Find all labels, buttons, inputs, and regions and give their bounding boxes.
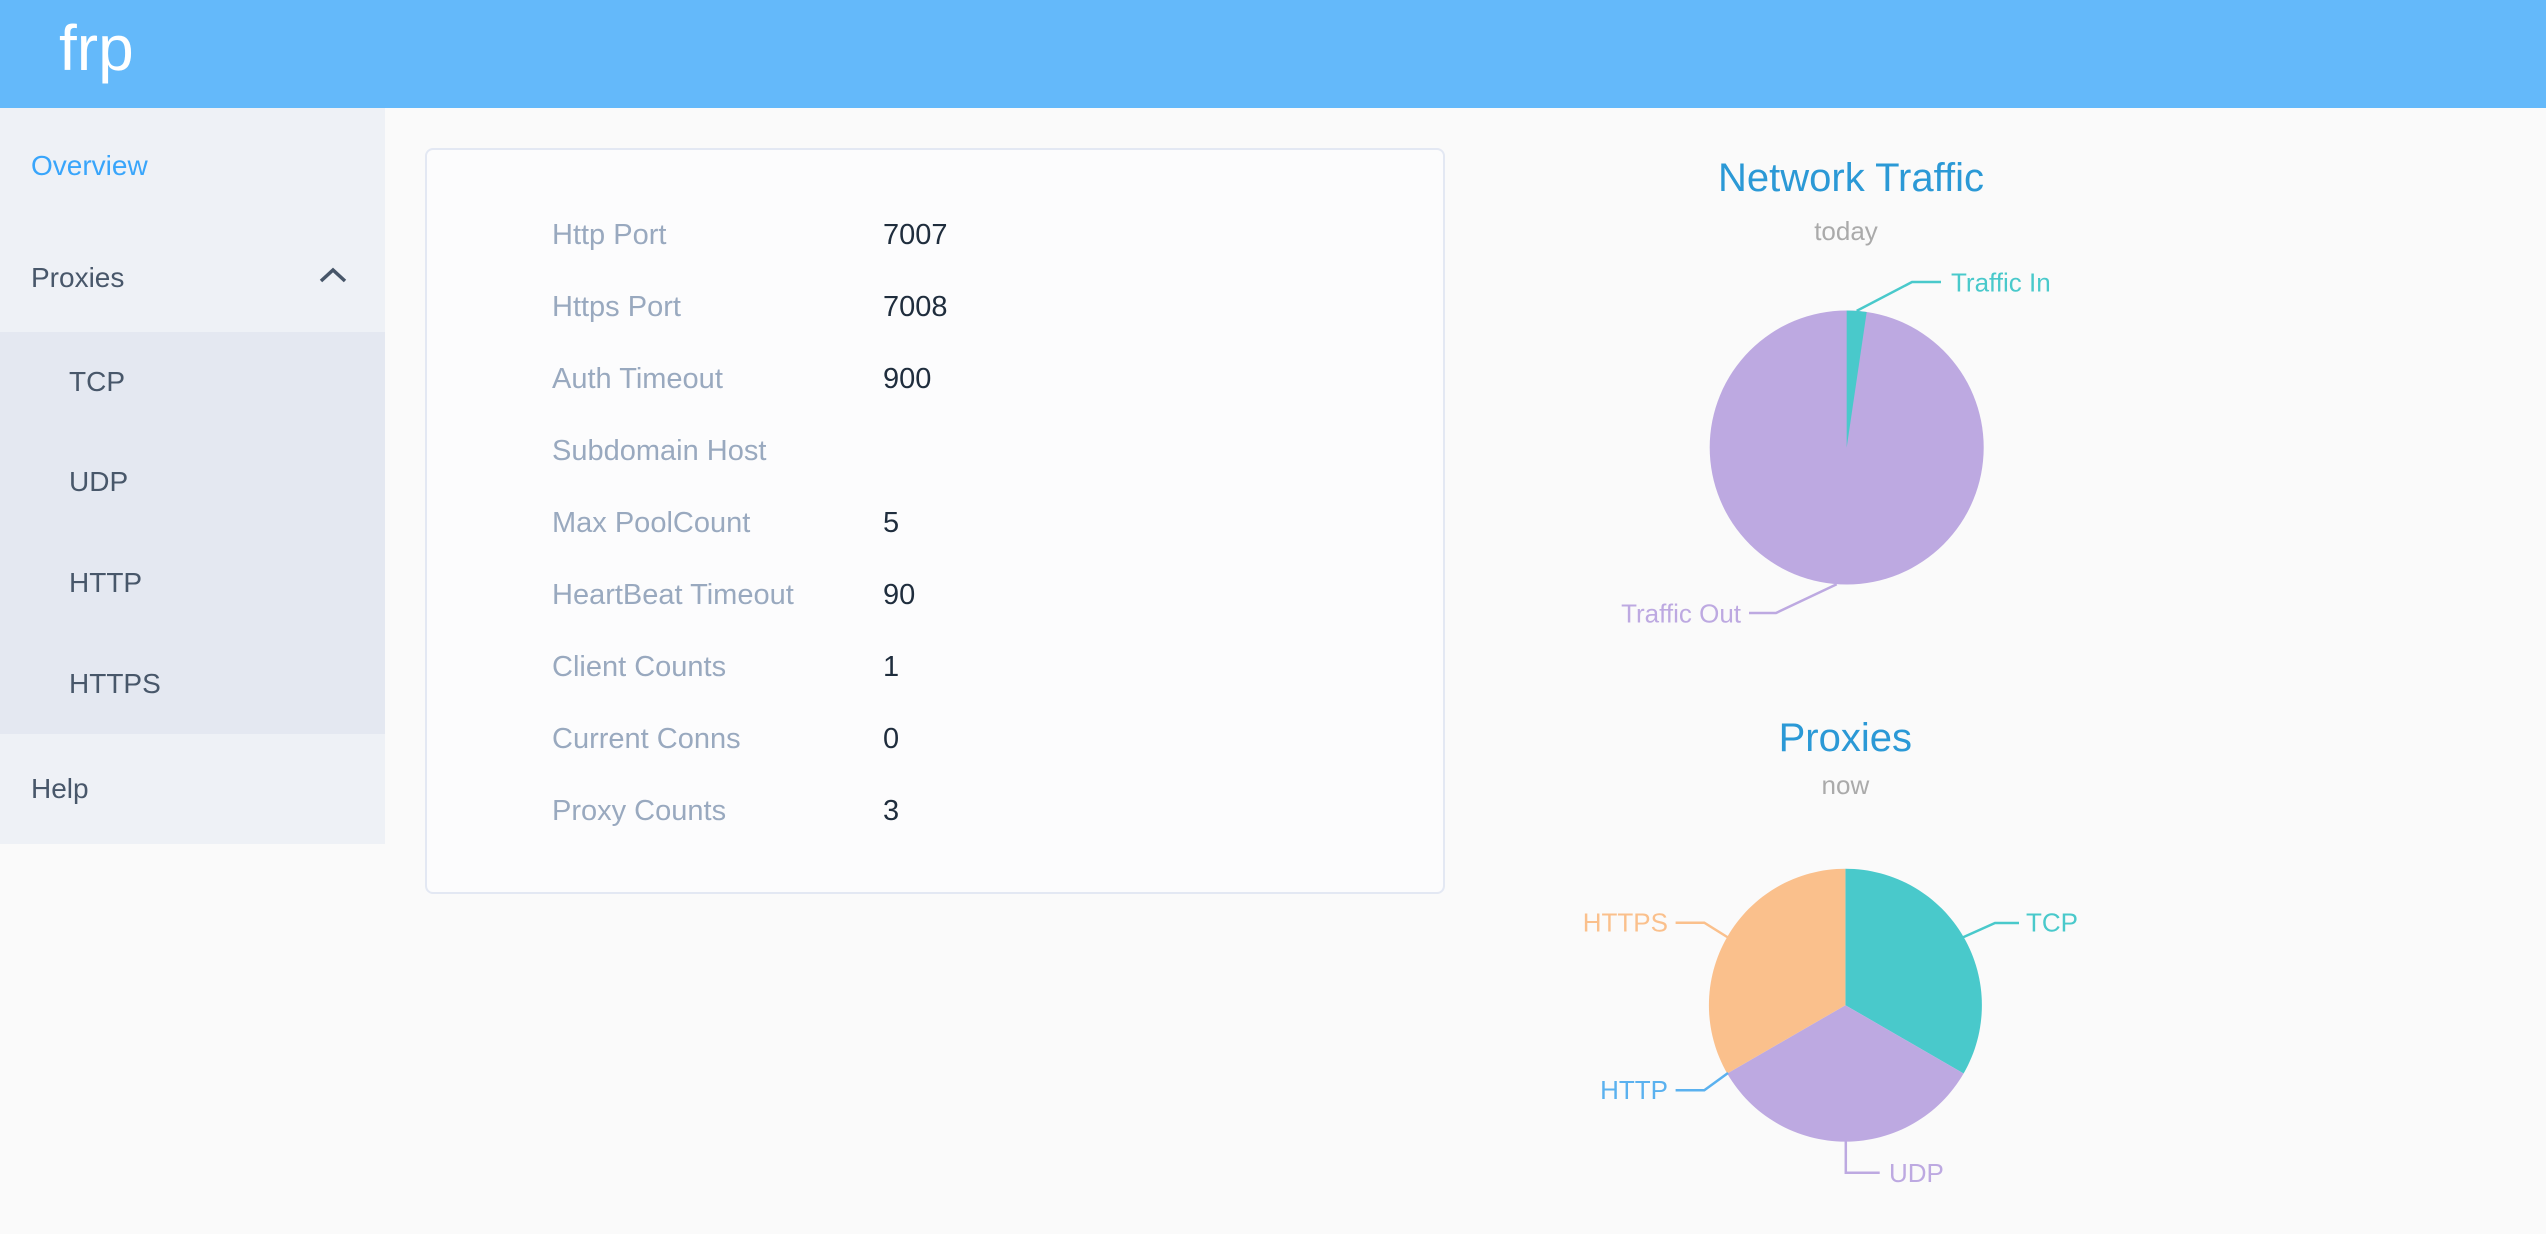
svg-text:today: today <box>1814 216 1878 246</box>
svg-text:TCP: TCP <box>2026 908 2078 938</box>
svg-text:HTTP: HTTP <box>1600 1075 1668 1105</box>
svg-text:now: now <box>1822 770 1870 800</box>
svg-text:Network Traffic: Network Traffic <box>1718 156 1984 200</box>
svg-text:UDP: UDP <box>1889 1158 1944 1188</box>
svg-text:Traffic In: Traffic In <box>1951 268 2051 298</box>
svg-text:HTTPS: HTTPS <box>1583 908 1668 938</box>
svg-text:Proxies: Proxies <box>1779 716 1912 760</box>
svg-text:Traffic Out: Traffic Out <box>1621 599 1742 629</box>
